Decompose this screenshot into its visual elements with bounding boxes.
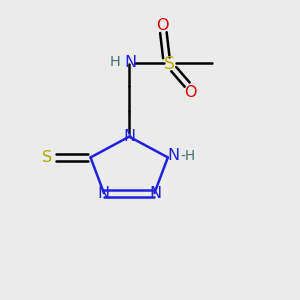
Text: O: O — [156, 18, 169, 33]
Text: N: N — [149, 187, 161, 202]
Text: N: N — [124, 55, 137, 70]
Text: -H: -H — [180, 149, 195, 163]
Text: O: O — [184, 85, 197, 100]
Text: H: H — [110, 55, 120, 69]
Text: S: S — [164, 55, 175, 73]
Text: S: S — [42, 150, 52, 165]
Text: N: N — [97, 187, 109, 202]
Text: N: N — [167, 148, 179, 164]
Text: N: N — [123, 129, 135, 144]
